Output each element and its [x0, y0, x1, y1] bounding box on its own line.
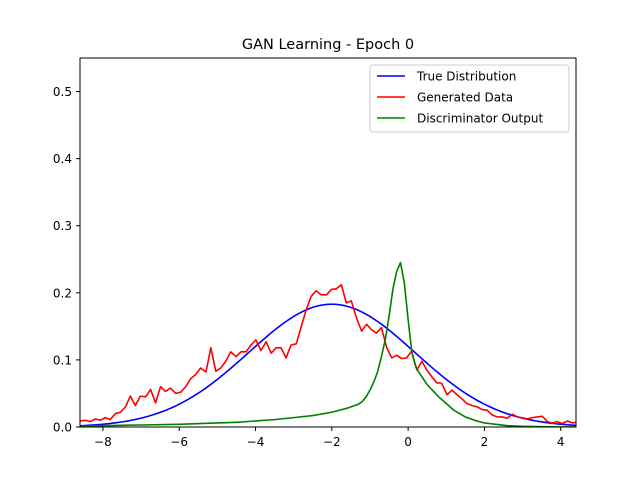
series-line-discriminator-output	[80, 261, 576, 427]
series-line-true-distribution	[80, 303, 576, 427]
chart-title: GAN Learning - Epoch 0	[242, 37, 414, 53]
legend-label-true-distribution: True Distribution	[416, 70, 516, 84]
y-tick-label: 0.3	[53, 219, 72, 233]
plot-frame	[79, 57, 577, 428]
x-tick-label: 4	[557, 435, 565, 449]
legend-label-discriminator-output: Discriminator Output	[417, 112, 543, 126]
x-tick-label: −2	[323, 435, 341, 449]
x-tick-label: −8	[94, 435, 112, 449]
y-tick-label: 0.5	[53, 85, 72, 99]
y-tick-label: 0.4	[53, 152, 72, 166]
x-tick-label: −4	[247, 435, 265, 449]
y-tick-label: 0.1	[53, 353, 72, 367]
x-tick-label: −6	[170, 435, 188, 449]
x-tick-label: 2	[481, 435, 489, 449]
x-tick-label: 0	[404, 435, 412, 449]
series-layer	[80, 261, 576, 427]
y-tick-label: 0.2	[53, 286, 72, 300]
y-axis: 0.0 0.1 0.2 0.3 0.4 0.5	[53, 85, 80, 435]
series-line-generated-data	[80, 283, 576, 425]
x-axis: −8 −6 −4 −2 0 2 4	[94, 427, 565, 449]
legend: True Distribution Generated Data Discrimin…	[369, 64, 570, 133]
y-tick-label: 0.0	[53, 421, 72, 435]
legend-label-generated-data: Generated Data	[417, 91, 513, 105]
legend-box	[369, 64, 570, 133]
